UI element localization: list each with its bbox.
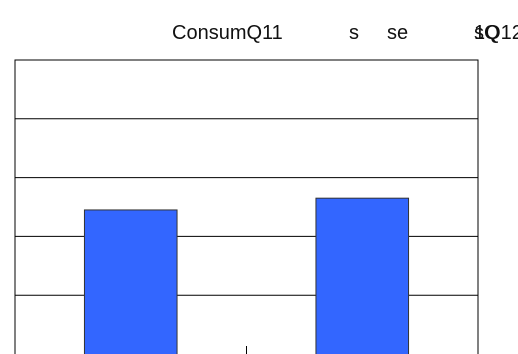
chart-title-fragments: ConsumQ11 s se 1Q12 sQ [0,22,518,52]
title-fragment-4: 1Q12 [474,22,518,44]
title-fragment-2: s [349,22,359,44]
title-fragment-3: se [387,22,409,44]
plot-area [14,59,479,354]
bar-2 [315,197,410,354]
plot-frame [14,59,479,354]
title-fragment-5: sQ [474,22,500,44]
title-fragment-1: ConsumQ11 [172,22,283,44]
bar-1 [83,209,178,354]
